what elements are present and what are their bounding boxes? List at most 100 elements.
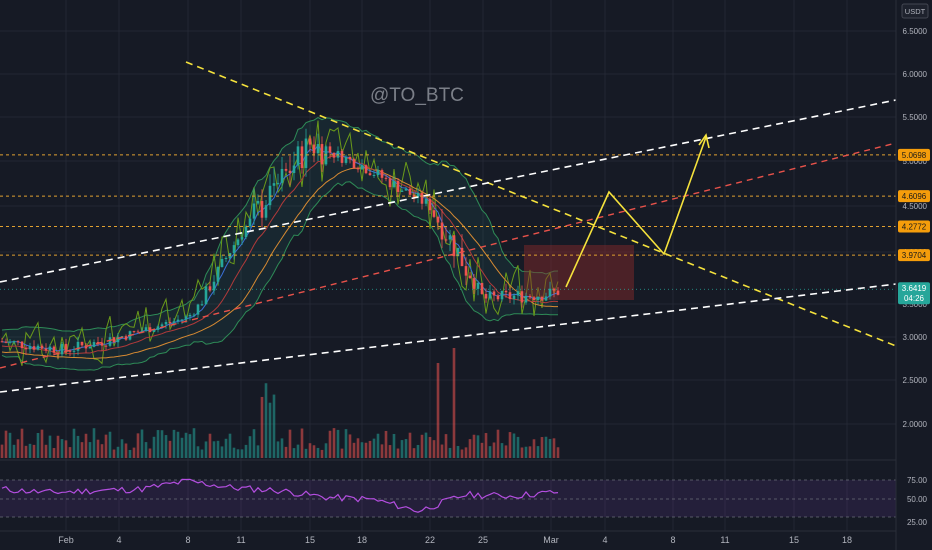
- volume-bar: [52, 448, 56, 458]
- currency-box[interactable]: [901, 3, 929, 19]
- volume-bar: [288, 429, 292, 458]
- price-tick-label: 2.5000: [903, 376, 928, 385]
- candle-body: [12, 341, 16, 343]
- candle-body: [536, 296, 540, 301]
- channel-lower-line: [0, 283, 896, 393]
- price-axis[interactable]: [896, 0, 932, 550]
- volume-bar: [544, 436, 548, 458]
- candle-body: [468, 275, 472, 279]
- volume-bar: [340, 448, 344, 458]
- candle-body: [212, 281, 216, 291]
- candle-body: [512, 295, 516, 299]
- volume-bar: [24, 445, 28, 458]
- candle-body: [472, 278, 476, 289]
- price-tick-label: 2.0000: [903, 420, 928, 429]
- volume-bar: [420, 434, 424, 458]
- volume-bar: [68, 447, 72, 458]
- candle-body: [164, 322, 168, 325]
- volume-bar: [360, 442, 364, 458]
- volume-bar: [208, 433, 212, 458]
- candle-body: [532, 297, 536, 301]
- volume-bar: [4, 430, 8, 458]
- candle-body: [288, 170, 292, 174]
- current-price-tag: [898, 282, 930, 305]
- volume-bar: [244, 444, 248, 458]
- volume-bar: [320, 449, 324, 458]
- candle-body: [456, 247, 460, 257]
- candle-body: [416, 192, 420, 198]
- candle-body: [40, 345, 44, 349]
- candle-body: [172, 321, 176, 323]
- volume-bar: [88, 442, 92, 458]
- volume-bar: [132, 447, 136, 458]
- volume-bar: [240, 449, 244, 458]
- candle-body: [264, 205, 268, 218]
- volume-bar: [492, 442, 496, 458]
- volume-bar: [156, 430, 160, 458]
- volume-bar: [508, 432, 512, 458]
- volume-bar: [268, 402, 272, 458]
- candle-body: [304, 138, 308, 168]
- candle-body: [240, 237, 244, 240]
- time-tick-label: 15: [305, 535, 315, 545]
- candle-body: [224, 257, 228, 260]
- volume-bar: [264, 383, 268, 458]
- volume-bar: [552, 438, 556, 458]
- candle-body: [256, 201, 260, 204]
- volume-bar: [180, 437, 184, 458]
- candle-body: [200, 304, 204, 306]
- time-tick-label: 15: [789, 535, 799, 545]
- candle-body: [540, 296, 544, 301]
- candle-body: [244, 226, 248, 238]
- candle-body: [184, 316, 188, 320]
- volume-bar: [160, 430, 164, 458]
- volume-bar: [528, 446, 532, 458]
- candle-body: [528, 295, 532, 298]
- time-axis-ticks[interactable]: Feb 4 8 11 15 18 22 25 Mar 4 8 11 15 18: [58, 535, 852, 545]
- candle-body: [112, 337, 116, 343]
- volume-bar: [152, 436, 156, 458]
- volume-bar: [28, 443, 32, 458]
- rsi-line: [1, 478, 559, 513]
- candle-body: [504, 290, 508, 293]
- volume-bar: [328, 430, 332, 458]
- candle-body: [336, 150, 340, 158]
- candle-body: [460, 247, 464, 267]
- volume-bar: [220, 446, 224, 458]
- candle-body: [368, 173, 372, 176]
- volume-bar: [532, 439, 536, 458]
- candle-body: [76, 341, 80, 351]
- level-tag: [898, 220, 930, 233]
- candle-body: [100, 342, 104, 346]
- rsi-tick-label: 25.00: [907, 518, 928, 527]
- candle-body: [136, 331, 140, 333]
- candle-body: [132, 331, 136, 333]
- candle-body: [72, 350, 76, 352]
- candle-body: [160, 324, 164, 327]
- volume-bar: [60, 439, 64, 458]
- candle-body: [552, 288, 556, 291]
- candle-body: [60, 343, 64, 355]
- candle-body: [152, 329, 156, 333]
- volume-bar: [472, 434, 476, 458]
- volume-bar: [284, 446, 288, 458]
- candle-body: [356, 168, 360, 170]
- volume-bar: [248, 436, 252, 458]
- volume-bar: [256, 445, 260, 458]
- volume-bar: [20, 428, 24, 458]
- volume-bar: [0, 444, 4, 458]
- volume-bar: [292, 448, 296, 458]
- horizontal-levels: [0, 154, 896, 290]
- volume-bar: [424, 432, 428, 458]
- volume-bar: [556, 447, 560, 458]
- volume-bar: [188, 434, 192, 458]
- volume-bar: [452, 348, 456, 458]
- candle-body: [272, 183, 276, 186]
- orange-ma-line: [1, 167, 558, 359]
- volume-bar: [308, 443, 312, 458]
- candle-body: [204, 286, 208, 305]
- candle-body: [156, 326, 160, 330]
- price-tick-label: 5.5000: [903, 113, 928, 122]
- volume-bar: [212, 441, 216, 458]
